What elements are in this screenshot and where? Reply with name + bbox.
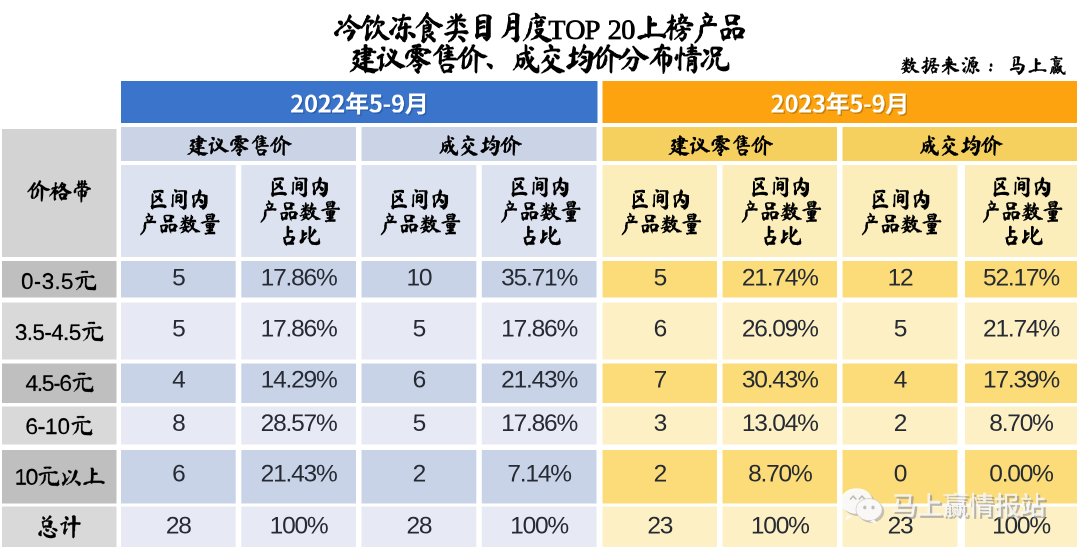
svg-text:8: 8 — [172, 410, 185, 437]
svg-text:17.86%: 17.86% — [261, 316, 337, 343]
svg-text:0: 0 — [894, 461, 907, 488]
svg-text:26.09%: 26.09% — [742, 316, 818, 343]
svg-text:21.43%: 21.43% — [501, 367, 577, 394]
svg-text:100%: 100% — [270, 513, 328, 540]
svg-text:21.74%: 21.74% — [983, 316, 1059, 343]
svg-text:8.70%: 8.70% — [989, 410, 1053, 437]
svg-text:17.39%: 17.39% — [983, 367, 1059, 394]
svg-text:21.43%: 21.43% — [261, 461, 337, 488]
svg-text:17.86%: 17.86% — [501, 316, 577, 343]
svg-text:8.70%: 8.70% — [748, 461, 812, 488]
svg-text:6: 6 — [654, 316, 667, 343]
svg-text:10: 10 — [406, 265, 431, 292]
svg-text:100%: 100% — [510, 513, 568, 540]
svg-text:7.14%: 7.14% — [507, 461, 571, 488]
svg-text:100%: 100% — [751, 513, 809, 540]
svg-text:28.57%: 28.57% — [261, 410, 337, 437]
svg-text:2: 2 — [654, 461, 667, 488]
svg-text:5: 5 — [172, 316, 185, 343]
svg-text:13.04%: 13.04% — [742, 410, 818, 437]
svg-text:28: 28 — [406, 513, 431, 540]
svg-text:7: 7 — [654, 367, 667, 394]
svg-text:23: 23 — [647, 513, 672, 540]
svg-text:14.29%: 14.29% — [261, 367, 337, 394]
svg-text:6: 6 — [172, 461, 185, 488]
svg-text:5: 5 — [654, 265, 667, 292]
svg-text:4: 4 — [172, 367, 185, 394]
svg-text:6: 6 — [413, 367, 426, 394]
svg-text:0.00%: 0.00% — [989, 461, 1053, 488]
svg-text:4: 4 — [894, 367, 907, 394]
svg-text:21.74%: 21.74% — [742, 265, 818, 292]
svg-text:17.86%: 17.86% — [501, 410, 577, 437]
svg-text:35.71%: 35.71% — [501, 265, 577, 292]
svg-text:3: 3 — [654, 410, 667, 437]
svg-text:5: 5 — [894, 316, 907, 343]
svg-text:5: 5 — [172, 265, 185, 292]
svg-text:12: 12 — [888, 265, 913, 292]
svg-text:2: 2 — [413, 461, 426, 488]
svg-text:2: 2 — [894, 410, 907, 437]
svg-text:17.86%: 17.86% — [261, 265, 337, 292]
svg-text:52.17%: 52.17% — [983, 265, 1059, 292]
svg-text:5: 5 — [413, 316, 426, 343]
svg-text:5: 5 — [413, 410, 426, 437]
svg-text:28: 28 — [166, 513, 191, 540]
svg-text:30.43%: 30.43% — [742, 367, 818, 394]
